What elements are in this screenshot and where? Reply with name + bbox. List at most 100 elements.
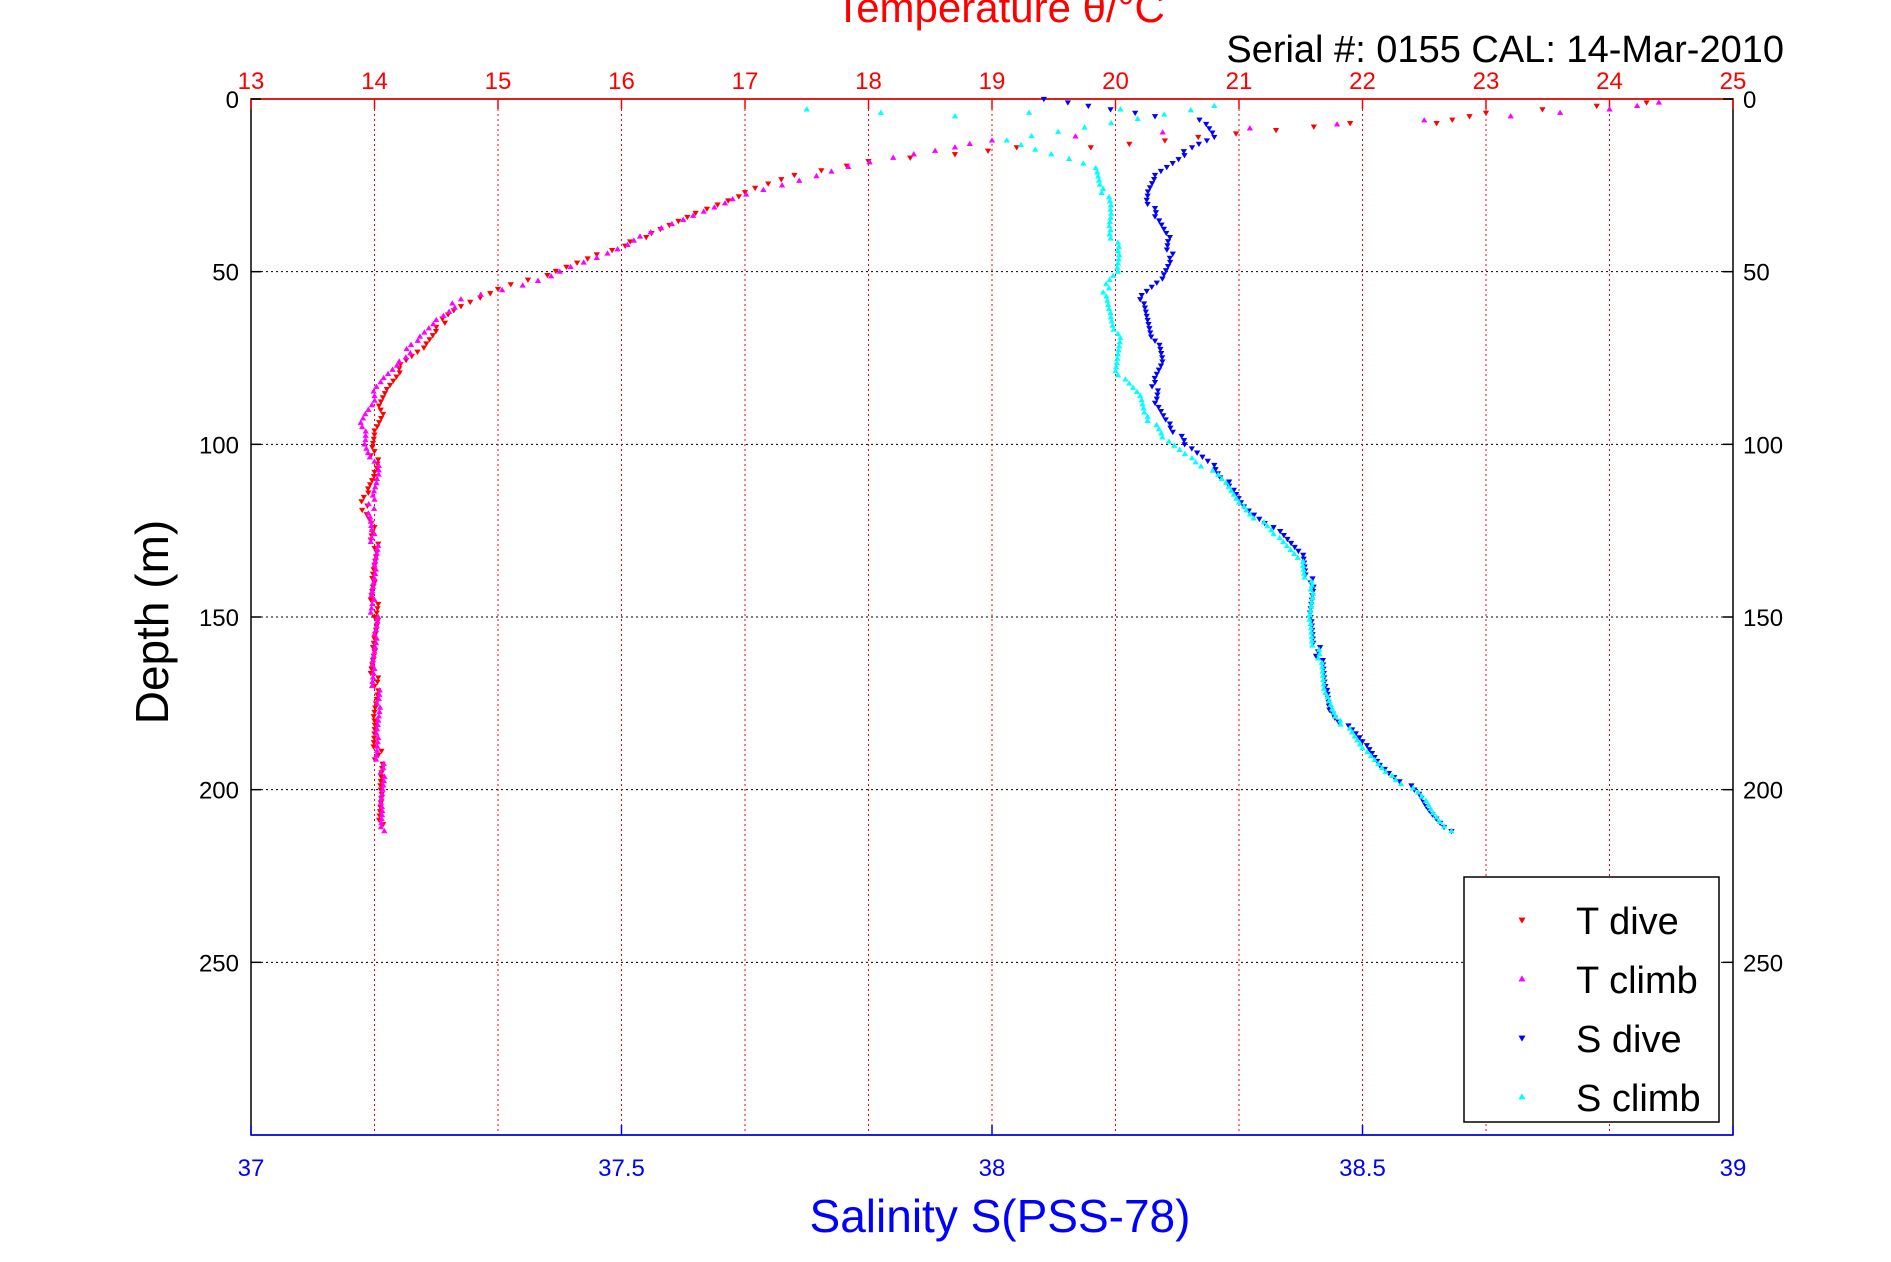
data-point-interpolated — [379, 395, 387, 401]
data-point-interpolated — [1158, 222, 1165, 228]
data-point-interpolated — [1032, 146, 1039, 152]
data-point-interpolated — [1284, 536, 1291, 543]
data-point-interpolated — [796, 177, 803, 183]
data-point-interpolated — [703, 206, 711, 213]
y-tick-label: 0 — [226, 87, 239, 114]
data-point-interpolated — [1212, 467, 1219, 473]
data-point-interpolated — [1117, 106, 1124, 112]
data-point-interpolated — [1095, 177, 1103, 183]
data-point-interpolated — [1392, 776, 1399, 783]
data-point-interpolated — [584, 256, 591, 262]
data-point-interpolated — [1295, 548, 1302, 555]
data-point-interpolated — [1115, 243, 1122, 249]
data-point-interpolated — [1117, 334, 1124, 341]
data-point-interpolated — [369, 661, 376, 667]
data-point-interpolated — [407, 341, 415, 347]
legend-label: S climb — [1576, 1078, 1701, 1120]
legend-label: T dive — [1576, 901, 1679, 943]
data-point-interpolated — [608, 247, 616, 254]
data-point-interpolated — [1306, 612, 1314, 618]
data-point-interpolated — [1113, 359, 1120, 365]
data-point — [519, 282, 526, 288]
data-point-interpolated — [1329, 705, 1336, 711]
data-point-interpolated — [369, 492, 376, 498]
data-point-interpolated — [1225, 479, 1233, 485]
data-point-interpolated — [1164, 264, 1172, 270]
data-point-interpolated — [364, 486, 372, 492]
data-point-interpolated — [1102, 280, 1110, 287]
data-point-interpolated — [1215, 471, 1222, 477]
data-point — [377, 378, 384, 385]
data-point — [1151, 380, 1159, 386]
bottom-tick-label: 38.5 — [1339, 1155, 1386, 1182]
data-point — [1556, 109, 1564, 115]
data-point-interpolated — [1147, 330, 1154, 336]
data-point-interpolated — [377, 799, 385, 805]
data-point-interpolated — [393, 362, 401, 368]
data-point-interpolated — [1593, 103, 1600, 110]
data-point-interpolated — [1158, 430, 1165, 436]
data-point-interpolated — [1301, 574, 1308, 580]
data-point-interpolated — [1107, 314, 1114, 320]
data-point-interpolated — [1371, 756, 1378, 763]
data-point-interpolated — [1209, 130, 1216, 136]
data-point — [1114, 247, 1122, 254]
data-point-interpolated — [372, 558, 379, 564]
data-point — [1137, 297, 1144, 303]
bottom-tick-label: 37 — [238, 1155, 265, 1182]
data-point — [729, 195, 736, 202]
data-point-interpolated — [1363, 743, 1370, 749]
data-point-interpolated — [1110, 326, 1117, 332]
data-point-interpolated — [441, 320, 449, 326]
data-point — [951, 113, 959, 119]
data-point-interpolated — [1132, 110, 1139, 117]
data-point-interpolated — [1197, 463, 1205, 469]
data-point-interpolated — [445, 308, 453, 314]
data-point-interpolated — [552, 268, 559, 275]
data-point-interpolated — [1160, 413, 1167, 419]
data-point — [1307, 586, 1314, 592]
data-point-interpolated — [1105, 285, 1113, 291]
data-point — [1107, 107, 1114, 113]
data-point-interpolated — [498, 286, 506, 293]
data-point — [1048, 151, 1055, 157]
data-point-interpolated — [1256, 516, 1263, 523]
data-point-interpolated — [1116, 343, 1123, 349]
data-point — [951, 144, 959, 150]
data-point-interpolated — [367, 609, 374, 615]
data-point-interpolated — [389, 366, 396, 372]
data-point-interpolated — [1203, 121, 1210, 128]
data-point-interpolated — [573, 260, 581, 266]
data-point-interpolated — [1310, 124, 1317, 130]
data-point-interpolated — [1346, 725, 1353, 731]
data-point-interpolated — [725, 198, 732, 204]
data-point-interpolated — [359, 415, 367, 421]
data-point-interpolated — [366, 482, 374, 488]
data-point-interpolated — [907, 155, 914, 161]
data-point-interpolated — [614, 246, 621, 252]
data-point-interpolated — [1354, 737, 1361, 743]
data-point-interpolated — [371, 648, 378, 654]
legend-label: S dive — [1576, 1019, 1682, 1061]
data-point — [1433, 814, 1440, 820]
data-point-interpolated — [1349, 729, 1356, 735]
data-point-interpolated — [373, 383, 380, 389]
data-point — [1482, 110, 1490, 117]
data-point-interpolated — [1156, 218, 1163, 224]
data-point-interpolated — [1276, 534, 1283, 541]
data-point-interpolated — [1159, 129, 1166, 135]
data-point-interpolated — [1333, 121, 1341, 127]
legend-items: T dive T climb S dive S climb — [1518, 901, 1701, 1120]
data-point-interpolated — [1449, 117, 1456, 123]
data-point-interpolated — [1325, 697, 1333, 703]
data-point — [1085, 103, 1092, 110]
data-point — [1300, 552, 1307, 559]
data-point-interpolated — [368, 478, 376, 484]
data-point-interpolated — [1105, 301, 1112, 307]
data-point-interpolated — [1114, 239, 1122, 245]
data-point — [1013, 145, 1020, 151]
data-point-interpolated — [362, 436, 369, 443]
depth-axis-ticks: 0 0 50 50 100 100 150 150 200 200 250 250 — [199, 87, 1783, 977]
data-point — [1003, 137, 1010, 143]
data-point-interpolated — [363, 445, 370, 451]
